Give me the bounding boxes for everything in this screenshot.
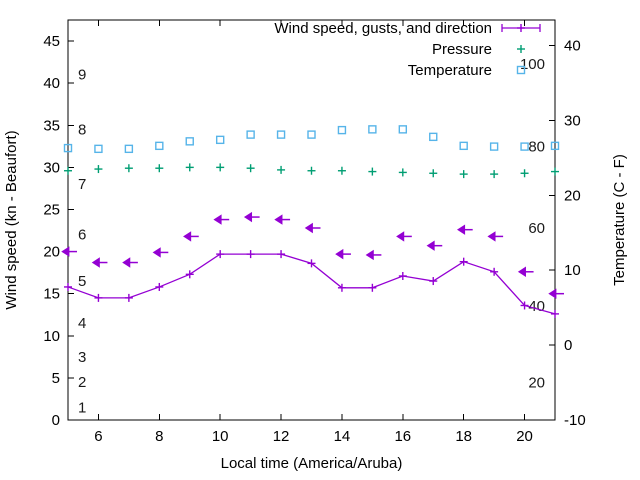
- point-temperature: [459, 141, 468, 151]
- x-tick-label: 10: [212, 428, 229, 445]
- beaufort-label: 1: [78, 399, 86, 416]
- point-temperature: [215, 135, 225, 145]
- x-tick-label: 18: [455, 428, 472, 445]
- point-temperature: [276, 130, 286, 139]
- y2-tick-label: 10: [564, 262, 581, 279]
- point-temperature: [94, 144, 103, 154]
- beaufort-label: 5: [78, 273, 86, 290]
- point-temperature: [398, 125, 408, 134]
- y2-tick-label: -10: [564, 412, 586, 429]
- y-tick-label: 15: [43, 286, 60, 303]
- point-temperature: [246, 130, 255, 139]
- fahrenheit-label: 60: [528, 220, 545, 237]
- x-tick-label: 20: [516, 428, 533, 445]
- beaufort-label: 3: [78, 349, 86, 366]
- x-axis-title: Local time (America/Aruba): [221, 455, 403, 472]
- legend-marker: [516, 65, 526, 75]
- point-temperature: [307, 130, 316, 139]
- x-tick-label: 16: [394, 428, 411, 445]
- y-axis-right-ticks: -10 0 10 20 30 40: [549, 37, 586, 429]
- legend-label-0: Wind speed, gusts, and direction: [274, 20, 492, 37]
- x-tick-label: 14: [334, 428, 351, 445]
- y-tick-label: 25: [43, 201, 60, 218]
- beaufort-label: 7: [78, 176, 86, 193]
- point-temperature: [520, 142, 529, 151]
- y2-tick-label: 30: [564, 112, 581, 129]
- y-tick-label: 35: [43, 117, 60, 134]
- series-temperature: [63, 125, 560, 154]
- y2-tick-label: 0: [564, 337, 572, 354]
- fahrenheit-label: 80: [528, 139, 545, 156]
- y2-tick-label: 20: [564, 187, 581, 204]
- data-series-group: [61, 125, 564, 318]
- beaufort-label: 6: [78, 227, 86, 244]
- point-temperature: [429, 132, 438, 142]
- point-temperature: [550, 141, 560, 151]
- series-gusts: [61, 211, 564, 299]
- series-pressure: [64, 163, 559, 179]
- series-wind: [64, 250, 559, 318]
- beaufort-label: 2: [78, 374, 86, 391]
- y-tick-label: 5: [52, 370, 60, 387]
- x-tick-label: 12: [273, 428, 290, 445]
- y-axis-left-ticks: 0 5 10 15 20 25 30 35 40 45: [43, 33, 74, 429]
- plot-frame: [67, 19, 556, 421]
- plot-border: [67, 19, 556, 421]
- x-axis-ticks: 6 8 10 12 14 16 18 20: [94, 20, 533, 445]
- legend: Wind speed, gusts, and direction Pressure…: [274, 20, 541, 79]
- y-tick-label: 10: [43, 328, 60, 345]
- beaufort-scale-labels: 1 2 3 4 5 6 7 8 9: [78, 67, 86, 417]
- x-tick-label: 6: [94, 428, 102, 445]
- y-axis-left-title: Wind speed (kn - Beaufort): [3, 130, 20, 309]
- y-tick-label: 30: [43, 159, 60, 176]
- beaufort-label: 8: [78, 121, 86, 138]
- x-tick-label: 8: [155, 428, 163, 445]
- point-temperature: [124, 144, 134, 154]
- beaufort-label: 9: [78, 67, 86, 84]
- point-temperature: [155, 141, 164, 151]
- legend-sample-2: [516, 65, 526, 75]
- fahrenheit-label: 40: [528, 298, 545, 315]
- fahrenheit-scale-labels: 20 40 60 80 100: [520, 56, 545, 391]
- y2-tick-label: 40: [564, 37, 581, 54]
- fahrenheit-label: 100: [520, 56, 545, 73]
- fahrenheit-label: 20: [528, 375, 545, 392]
- y-axis-right-title: Temperature (C - F): [611, 154, 628, 286]
- beaufort-label: 4: [78, 315, 86, 332]
- point-temperature: [337, 125, 347, 135]
- legend-label-1: Pressure: [432, 41, 492, 58]
- legend-sample-1: [517, 45, 525, 53]
- y-tick-label: 40: [43, 75, 60, 92]
- y-tick-label: 45: [43, 33, 60, 50]
- point-temperature: [489, 142, 499, 151]
- point-temperature: [63, 143, 73, 153]
- y-tick-label: 0: [52, 412, 60, 429]
- y-tick-label: 20: [43, 244, 60, 261]
- point-temperature: [185, 137, 194, 146]
- legend-label-2: Temperature: [408, 62, 492, 79]
- legend-sample-0: [501, 24, 541, 32]
- point-temperature: [368, 125, 377, 134]
